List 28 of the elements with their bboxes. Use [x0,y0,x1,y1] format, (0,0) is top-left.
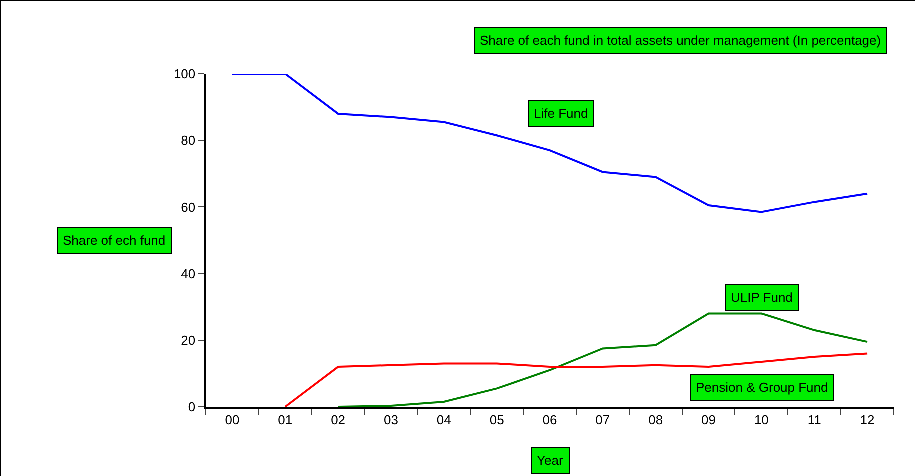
line-series [231,74,869,214]
x-tick-label: 12 [860,412,875,428]
x-tick-label: 05 [490,412,504,428]
x-tick-label: 00 [225,412,240,428]
line-series [284,352,869,407]
y-tick-label: 0 [188,400,196,415]
y-tick-label: 80 [181,133,196,148]
x-tick-label: 01 [278,412,293,428]
x-tick-label: 06 [542,412,558,428]
x-tick-label: 10 [754,412,769,428]
x-tick-label: 09 [702,412,716,428]
line-series [337,312,869,407]
x-tick-label: 08 [648,412,664,428]
x-tick-label: 02 [331,412,346,428]
x-tick-label: 03 [384,412,398,428]
x-tick-label: 11 [808,412,822,428]
y-axis-title: Share of ech fund [63,233,166,248]
x-tick-label: 07 [596,412,610,428]
y-tick-label: 100 [174,66,196,82]
x-axis-title: Year [537,453,564,468]
y-tick-label: 40 [181,266,196,282]
chart-title: Share of each fund in total assets under management (In percentage) [480,33,882,48]
x-tick-label: 04 [436,412,452,428]
y-tick-label: 20 [181,332,196,348]
series-label: ULIP Fund [731,290,793,305]
y-tick-label: 60 [181,200,196,215]
series-label: Life Fund [534,106,588,121]
series-label: Pension & Group Fund [696,380,828,395]
